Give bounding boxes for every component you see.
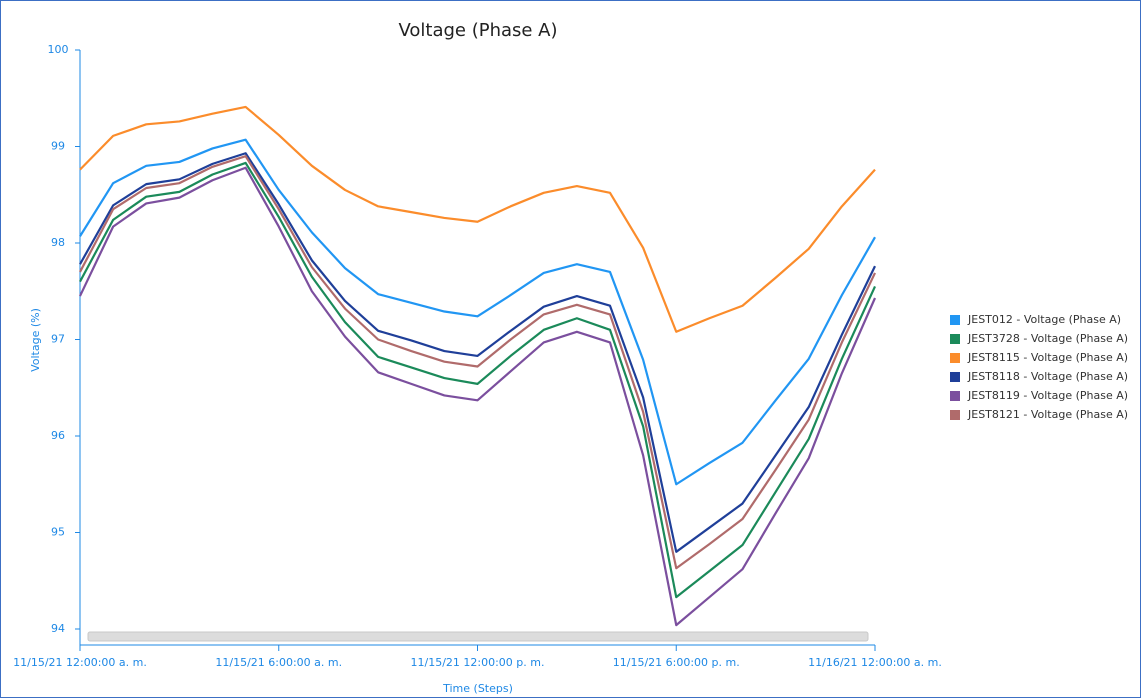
- chart-title: Voltage (Phase A): [398, 20, 557, 41]
- x-tick-label: 11/16/21 12:00:00 a. m.: [808, 656, 942, 669]
- x-axis-label: Time (Steps): [442, 682, 513, 695]
- legend-swatch: [950, 334, 960, 344]
- x-tick-label: 11/15/21 6:00:00 p. m.: [613, 656, 740, 669]
- x-tick-label: 11/15/21 12:00:00 p. m.: [411, 656, 545, 669]
- legend-swatch: [950, 353, 960, 363]
- y-tick-label: 97: [51, 333, 65, 346]
- legend-label: JEST8119 - Voltage (Phase A): [967, 389, 1128, 402]
- x-tick-label: 11/15/21 12:00:00 a. m.: [13, 656, 147, 669]
- series-line: [79, 166, 877, 627]
- legend-swatch: [950, 315, 960, 325]
- series-line: [79, 155, 876, 570]
- legend-swatch: [950, 410, 960, 420]
- y-axis-label: Voltage (%): [29, 308, 42, 372]
- y-tick-label: 98: [51, 236, 65, 249]
- series-line: [79, 105, 876, 333]
- legend-label: JEST012 - Voltage (Phase A): [967, 313, 1121, 326]
- legend-swatch: [950, 372, 960, 382]
- y-tick-label: 100: [48, 43, 69, 56]
- y-tick-label: 94: [51, 622, 65, 635]
- scrollbar[interactable]: [87, 631, 869, 642]
- series-line: [79, 138, 876, 486]
- legend-label: JEST8121 - Voltage (Phase A): [967, 408, 1128, 421]
- series-line: [79, 161, 877, 599]
- legend-label: JEST8118 - Voltage (Phase A): [967, 370, 1128, 383]
- y-tick-label: 96: [51, 429, 65, 442]
- y-tick-label: 99: [51, 140, 65, 153]
- legend-label: JEST3728 - Voltage (Phase A): [967, 332, 1128, 345]
- y-tick-label: 95: [51, 526, 65, 539]
- x-tick-label: 11/15/21 6:00:00 a. m.: [215, 656, 342, 669]
- legend-swatch: [950, 391, 960, 401]
- legend-label: JEST8115 - Voltage (Phase A): [967, 351, 1128, 364]
- series-line: [79, 152, 876, 553]
